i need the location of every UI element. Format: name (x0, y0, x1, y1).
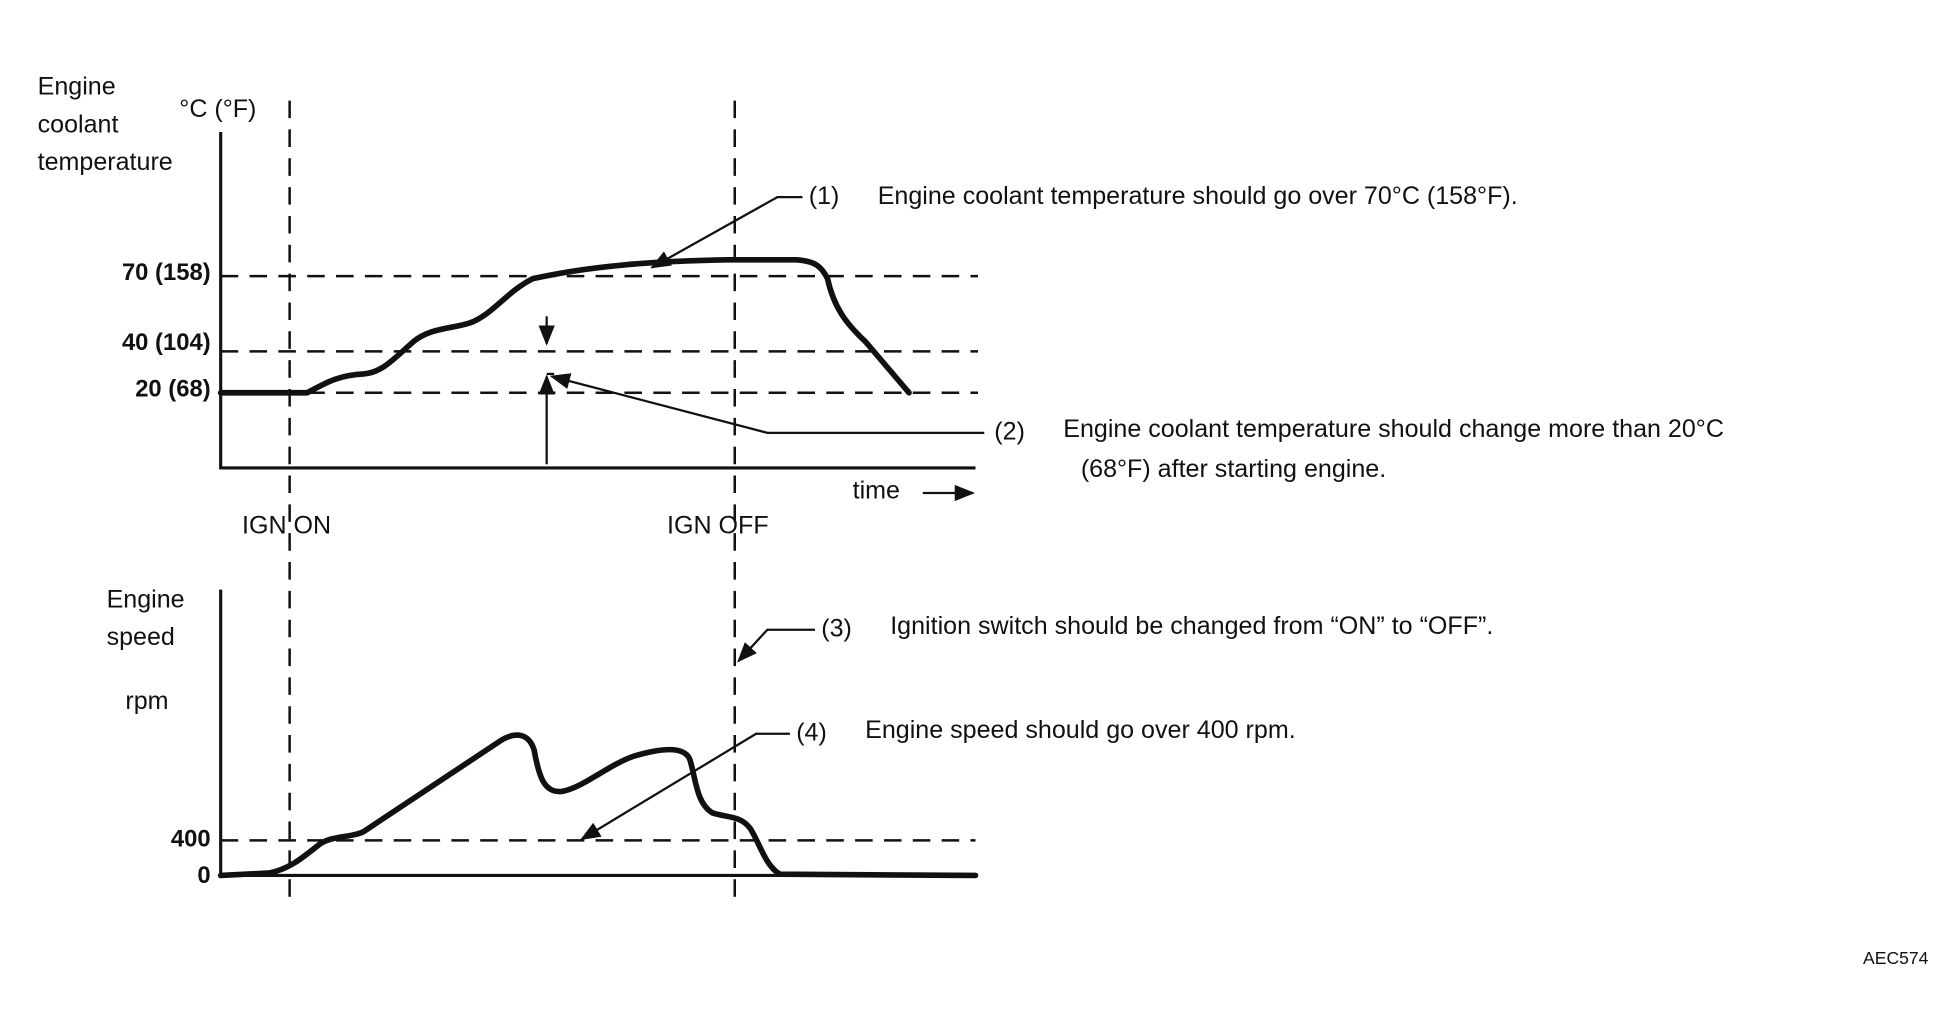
y-label: Engine (38, 73, 116, 101)
level-label: 40 (104) (122, 329, 211, 356)
leader (737, 628, 815, 663)
unit: rpm (125, 687, 168, 715)
note-number: (2) (994, 417, 1025, 445)
level-label: 400 (171, 826, 211, 853)
note-text: Engine coolant temperature should change… (1063, 415, 1724, 443)
speed-curve (217, 732, 979, 879)
level-label: 20 (68) (135, 376, 210, 403)
y-label: temperature (38, 148, 173, 176)
level-label: 0 (197, 862, 210, 889)
y-label: Engine (107, 586, 185, 614)
marker-label: IGN OFF (667, 512, 769, 540)
note-text: Ignition switch should be changed from “… (890, 612, 1493, 640)
note-number: (3) (821, 614, 852, 642)
note-text: Engine speed should go over 400 rpm. (865, 716, 1296, 744)
note-text: Engine coolant temperature should go ove… (878, 182, 1518, 210)
note-number: (1) (809, 182, 840, 210)
leader (549, 373, 985, 434)
leader (650, 196, 803, 269)
note-number: (4) (796, 718, 827, 746)
figure-id: AEC574 (1863, 948, 1929, 968)
temperature-curve (217, 257, 912, 396)
level-label: 70 (158) (122, 259, 211, 286)
x-label: time (853, 476, 900, 504)
y-label: coolant (38, 110, 119, 138)
y-label: speed (107, 623, 175, 651)
marker-label: IGN ON (242, 512, 331, 540)
unit: °C (°F) (179, 95, 256, 123)
note-text: (68°F) after starting engine. (1081, 455, 1386, 483)
leader (580, 732, 790, 841)
